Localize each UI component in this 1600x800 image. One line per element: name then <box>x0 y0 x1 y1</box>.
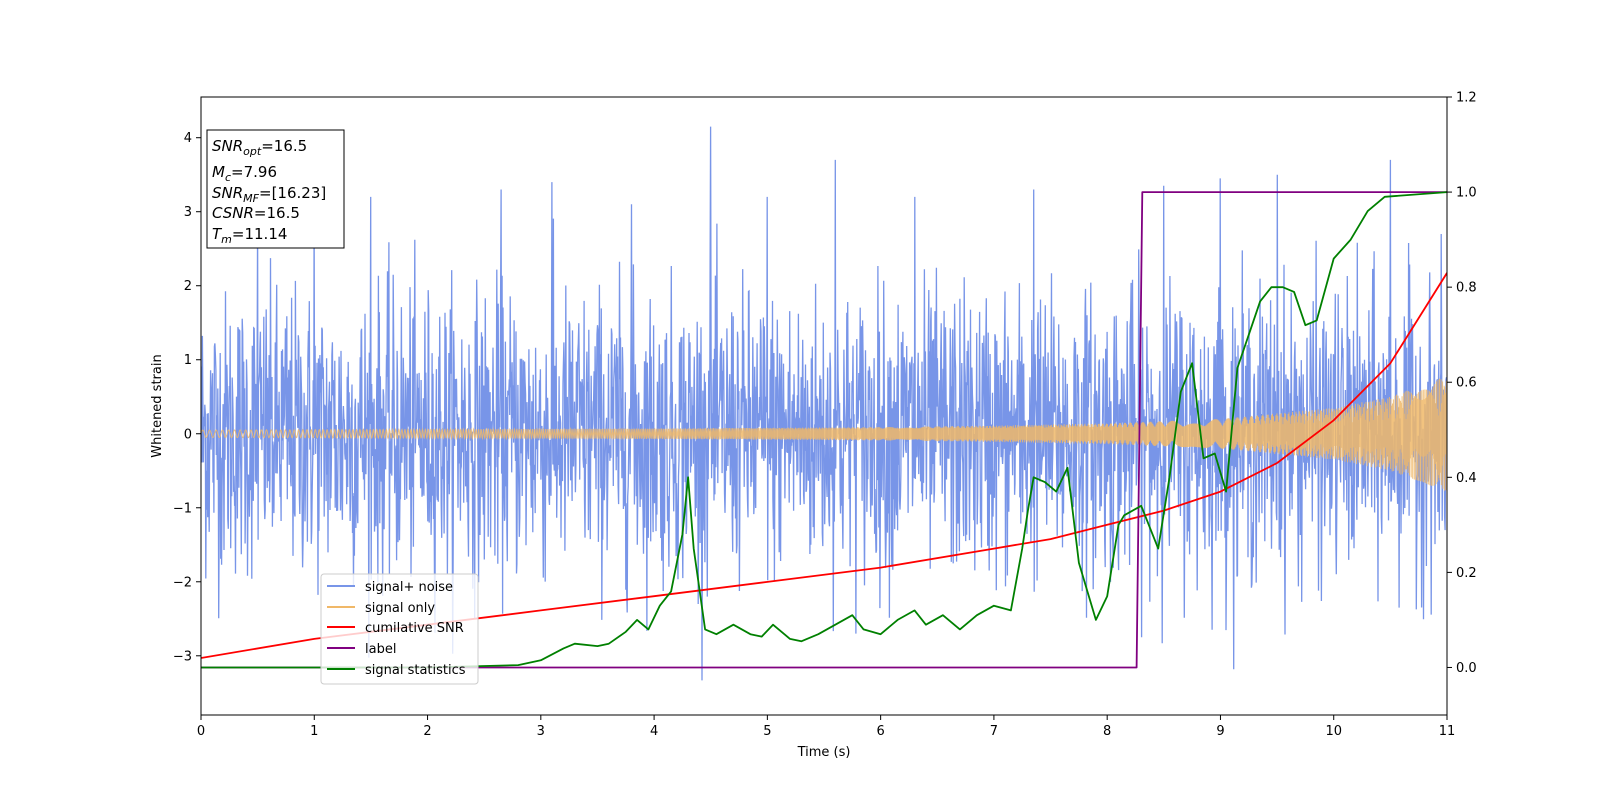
annotation-snr-opt: SNRopt=16.5 <box>212 137 307 158</box>
y2-tick-label: 0.4 <box>1456 471 1477 486</box>
x-tick-label: 2 <box>423 724 431 739</box>
annotation-snr-mf: SNRMF=[16.23] <box>212 184 326 205</box>
y-tick-label: 1 <box>184 353 192 368</box>
x-tick-label: 9 <box>1216 724 1224 739</box>
x-tick-label: 3 <box>537 724 545 739</box>
annotation-mc-value: =7.96 <box>231 163 277 181</box>
y2-tick-label: 0.0 <box>1456 661 1477 676</box>
legend-label-signal-noise: signal+ noise <box>365 580 453 595</box>
annotation-snr-mf-value: =[16.23] <box>259 184 326 202</box>
y-tick-label: 2 <box>184 279 192 294</box>
plot-area <box>201 126 1447 681</box>
annotation-frame <box>206 129 345 249</box>
plot-frame <box>200 96 1448 716</box>
series-signal-only-line <box>201 378 1447 491</box>
x-tick-label: 1 <box>310 724 318 739</box>
y2-tick-label: 0.2 <box>1456 566 1477 581</box>
y-tick-label: −1 <box>173 501 192 516</box>
y2-tick-label: 0.8 <box>1456 281 1477 296</box>
legend-label-signal-only: signal only <box>365 601 435 616</box>
x-tick-label: 0 <box>197 724 205 739</box>
annotation-snr-opt-base: SNR <box>212 137 243 155</box>
annotation-snr-opt-sub: opt <box>243 145 262 158</box>
legend-label-signal-statistics: signal statistics <box>365 663 466 678</box>
y2-tick-label: 1.2 <box>1456 91 1477 106</box>
legend-label-cumulative-snr: cumilative SNR <box>365 621 464 636</box>
annotation-box: SNRopt=16.5 Mc=7.96 SNRMF=[16.23] CSNR=1… <box>206 129 345 249</box>
annotation-mc: Mc=7.96 <box>212 163 277 184</box>
annotation-tm: Tm=11.14 <box>212 225 287 246</box>
annotation-snr-opt-value: =16.5 <box>261 137 307 155</box>
y-tick-label: −3 <box>173 649 192 664</box>
annotation-tm-value: =11.14 <box>232 225 288 243</box>
annotation-tm-sub: m <box>221 233 232 246</box>
series-label-line <box>201 191 1447 669</box>
axes-ticks: 0 1 2 3 4 5 6 7 8 9 10 11 −3 −2 −1 0 1 2 3 4 0.0 0.2 0.4 0.6 0.8… <box>173 91 1477 740</box>
x-tick-label: 7 <box>990 724 998 739</box>
x-tick-label: 10 <box>1325 724 1342 739</box>
annotation-tm-base: T <box>212 225 223 243</box>
y-tick-label: 4 <box>184 131 192 146</box>
y2-tick-label: 1.0 <box>1456 186 1477 201</box>
series-signal-statistics-line <box>201 191 1447 669</box>
annotation-mc-base: M <box>212 163 225 181</box>
y2-tick-label: 0.6 <box>1456 376 1477 391</box>
x-tick-label: 11 <box>1439 724 1456 739</box>
x-tick-label: 5 <box>763 724 771 739</box>
annotation-snr-mf-base: SNR <box>212 184 243 202</box>
legend: signal+ noise signal only cumilative SNR… <box>320 573 479 685</box>
x-tick-label: 4 <box>650 724 658 739</box>
annotation-csnr-base: CSNR <box>212 204 254 222</box>
annotation-csnr: CSNR=16.5 <box>212 204 300 222</box>
y-axis-label: Whitened strain <box>150 354 165 457</box>
y-tick-label: 3 <box>184 205 192 220</box>
legend-frame <box>320 573 479 685</box>
annotation-csnr-value: =16.5 <box>254 204 300 222</box>
y-tick-label: −2 <box>173 575 192 590</box>
legend-label-label: label <box>365 642 396 657</box>
annotation-mc-sub: c <box>225 171 231 184</box>
annotation-snr-mf-sub: MF <box>243 192 259 205</box>
x-tick-label: 8 <box>1103 724 1111 739</box>
x-axis-label: Time (s) <box>797 745 851 760</box>
y-tick-label: 0 <box>184 427 192 442</box>
x-tick-label: 6 <box>876 724 884 739</box>
